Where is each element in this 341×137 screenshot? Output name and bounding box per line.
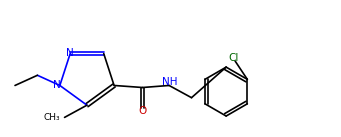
Text: CH₃: CH₃ (43, 113, 60, 122)
Text: N: N (53, 80, 61, 90)
Text: N: N (65, 48, 73, 58)
Text: NH: NH (162, 77, 177, 87)
Text: O: O (138, 106, 147, 116)
Text: Cl: Cl (228, 53, 238, 63)
